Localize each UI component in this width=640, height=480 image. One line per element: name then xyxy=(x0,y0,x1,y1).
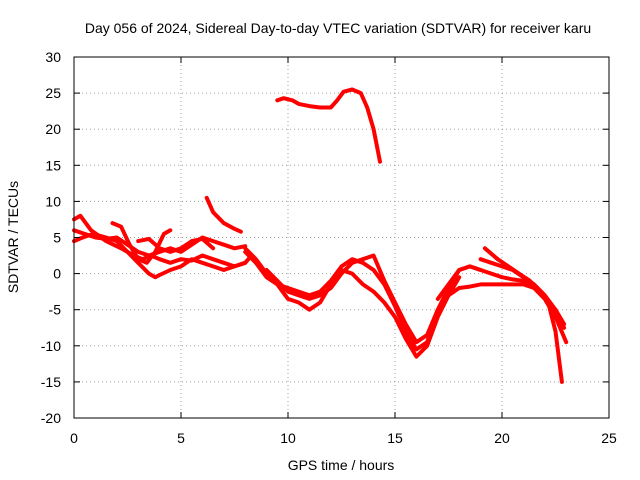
series-trace-9 xyxy=(264,253,569,345)
y-tick-label: -5 xyxy=(49,302,62,318)
x-tick-label: 0 xyxy=(70,430,78,446)
x-tick-label: 5 xyxy=(177,430,185,446)
series-trace-3 xyxy=(72,228,248,258)
y-tick-label: 5 xyxy=(53,230,61,246)
series-trace-4 xyxy=(110,221,173,265)
series-trace-10 xyxy=(275,87,382,164)
data-series xyxy=(72,87,569,384)
y-tick-label: -20 xyxy=(41,410,61,426)
series-trace-7 xyxy=(243,246,462,359)
y-tick-label: 30 xyxy=(45,49,61,65)
series-trace-13 xyxy=(478,257,567,330)
x-tick-label: 15 xyxy=(387,430,403,446)
x-tick-label: 10 xyxy=(280,430,296,446)
chart-title: Day 056 of 2024, Sidereal Day-to-day VTE… xyxy=(85,20,591,36)
series-trace-12 xyxy=(435,264,567,327)
grid xyxy=(74,57,609,418)
y-tick-label: 25 xyxy=(45,85,61,101)
y-tick-label: 0 xyxy=(53,266,61,282)
y-tick-label: 10 xyxy=(45,193,61,209)
y-tick-label: 20 xyxy=(45,121,61,137)
series-trace-5 xyxy=(136,236,216,254)
y-tick-label: -10 xyxy=(41,338,61,354)
series-trace-11 xyxy=(482,246,564,384)
axis-ticks: 0 5 10 15 20 25 -20 -15 -10 -5 0 5 10 15 20 25 30 xyxy=(41,49,617,446)
x-axis-label: GPS time / hours xyxy=(288,457,395,473)
y-tick-label: -15 xyxy=(41,374,61,390)
y-tick-label: 15 xyxy=(45,157,61,173)
x-tick-label: 25 xyxy=(601,430,617,446)
series-trace-6 xyxy=(204,195,243,234)
y-axis-label: SDTVAR / TECUs xyxy=(5,181,21,293)
x-tick-label: 20 xyxy=(494,430,510,446)
